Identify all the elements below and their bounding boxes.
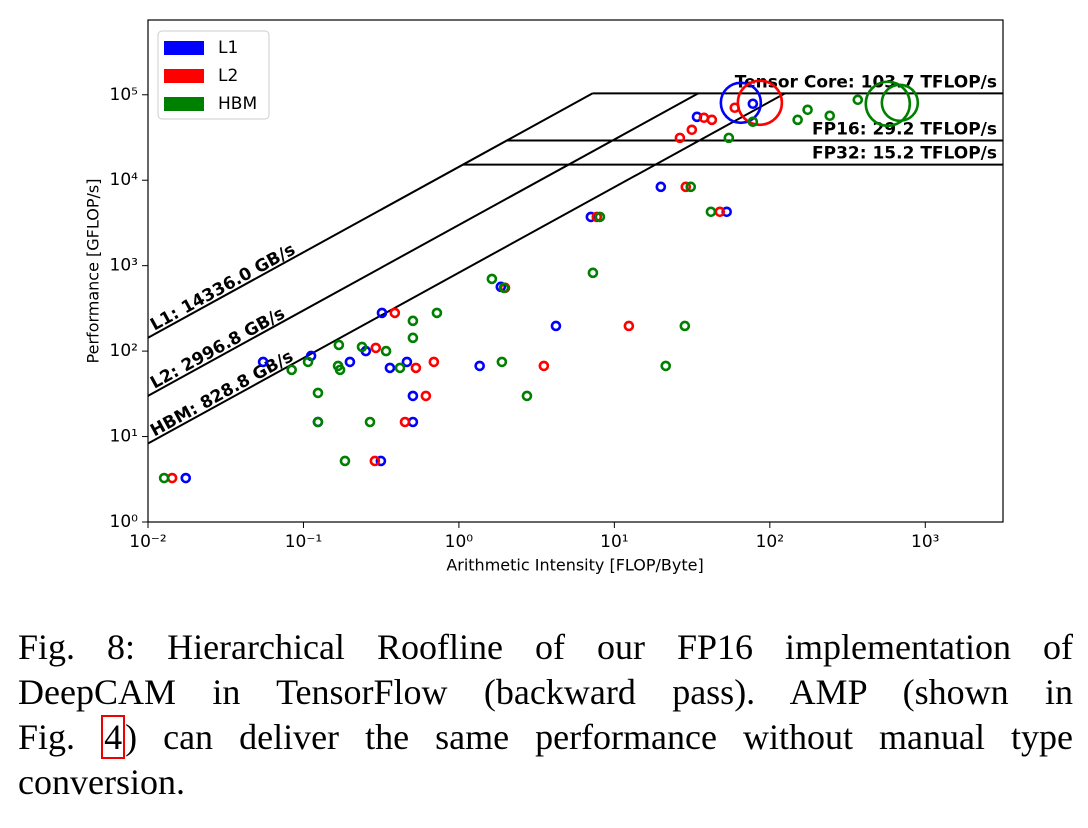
data-point (824, 110, 836, 122)
ceiling-label: FP16: 29.2 TFLOP/s (812, 119, 997, 139)
data-point (747, 98, 759, 110)
x-tick-label: 10¹ (600, 532, 628, 552)
data-point (594, 211, 606, 223)
data-point (394, 362, 406, 374)
data-point (674, 132, 686, 144)
data-point (370, 342, 382, 354)
x-axis-label: Arithmetic Intensity [FLOP/Byte] (446, 556, 703, 575)
data-point (384, 362, 396, 374)
data-point (312, 387, 324, 399)
data-point (302, 356, 314, 368)
x-tick-label: 10⁻² (129, 532, 166, 552)
data-point (705, 206, 717, 218)
data-point (380, 345, 392, 357)
data-point (389, 307, 401, 319)
data-point (706, 114, 718, 126)
data-point (369, 455, 381, 467)
data-point (686, 124, 698, 136)
data-point (364, 416, 376, 428)
data-point (333, 339, 345, 351)
data-point (334, 364, 346, 376)
data-point (180, 472, 192, 484)
y-tick-label: 10⁰ (110, 512, 139, 532)
x-tick-label: 10³ (911, 532, 939, 552)
data-point (401, 356, 413, 368)
data-point (550, 320, 562, 332)
data-point (714, 206, 726, 218)
data-point (376, 307, 388, 319)
caption-line: conversion. (18, 762, 185, 802)
data-point (587, 267, 599, 279)
y-tick-label: 10⁵ (110, 85, 138, 105)
data-point (375, 455, 387, 467)
data-point (407, 315, 419, 327)
data-point (685, 181, 697, 193)
legend-label: L1 (218, 38, 238, 58)
y-tick-label: 10³ (110, 256, 138, 276)
data-point (538, 360, 550, 372)
bandwidth-roof (147, 92, 699, 397)
data-point (407, 390, 419, 402)
data-point (880, 83, 920, 123)
data-point (286, 364, 297, 376)
y-axis-label: Performance [GFLOP/s] (84, 179, 103, 364)
legend-label: L2 (218, 66, 238, 86)
caption-text: Fig. (18, 717, 76, 757)
caption-line: Fig. 4) can deliver the same performance… (18, 715, 1073, 760)
caption-line: DeepCAM in TensorFlow (backward pass). A… (18, 672, 1073, 712)
legend-swatch (164, 69, 204, 83)
ceiling-label: FP32: 15.2 TFLOP/s (812, 144, 997, 164)
data-point (802, 104, 813, 116)
y-tick-label: 10⁴ (110, 170, 139, 190)
x-tick-label: 10⁻¹ (285, 532, 322, 552)
y-tick-label: 10¹ (110, 427, 138, 447)
data-point (474, 360, 485, 372)
data-point (407, 332, 419, 344)
data-point (679, 320, 691, 332)
data-point (623, 320, 635, 332)
figure-ref[interactable]: 4 (101, 715, 126, 759)
data-point (521, 390, 533, 402)
data-point (344, 356, 356, 368)
x-tick-label: 10² (756, 532, 784, 552)
data-point (723, 132, 735, 144)
plot-frame (147, 19, 1004, 523)
caption-line: Fig. 8: Hierarchical Roofline of our FP1… (18, 627, 1073, 667)
data-point (660, 360, 672, 372)
data-point (655, 181, 667, 193)
caption: Fig. 8: Hierarchical Roofline of our FP1… (18, 625, 1073, 805)
ceiling-label: Tensor Core: 103.7 TFLOP/s (735, 72, 997, 92)
data-point (312, 416, 324, 428)
data-point (158, 472, 170, 484)
data-point (498, 282, 510, 294)
bandwidth-label: HBM: 828.8 GB/s (147, 347, 297, 441)
data-point (852, 94, 864, 106)
data-point (486, 273, 498, 285)
data-point (736, 79, 784, 127)
data-point (719, 81, 763, 125)
data-point (680, 181, 692, 193)
caption-text: ) can deliver the same performance witho… (125, 717, 1074, 757)
data-point (420, 390, 432, 402)
bandwidth-roof (147, 92, 786, 445)
data-point (864, 80, 912, 128)
x-tick-label: 10⁰ (445, 532, 474, 552)
bandwidth-roof (147, 92, 593, 339)
data-point (339, 455, 351, 467)
data-point (410, 362, 422, 374)
data-point (428, 356, 440, 368)
data-point (257, 356, 269, 368)
data-point (747, 116, 759, 128)
data-point (431, 307, 443, 319)
legend-swatch (164, 97, 204, 111)
y-tick-label: 10² (110, 341, 138, 361)
data-point (356, 341, 368, 353)
data-point (399, 416, 411, 428)
chart: Arithmetic Intensity [FLOP/Byte] Perform… (84, 19, 1004, 575)
data-point (496, 356, 508, 368)
legend-swatch (164, 41, 204, 55)
data-point (792, 114, 803, 126)
legend-label: HBM (218, 94, 257, 114)
